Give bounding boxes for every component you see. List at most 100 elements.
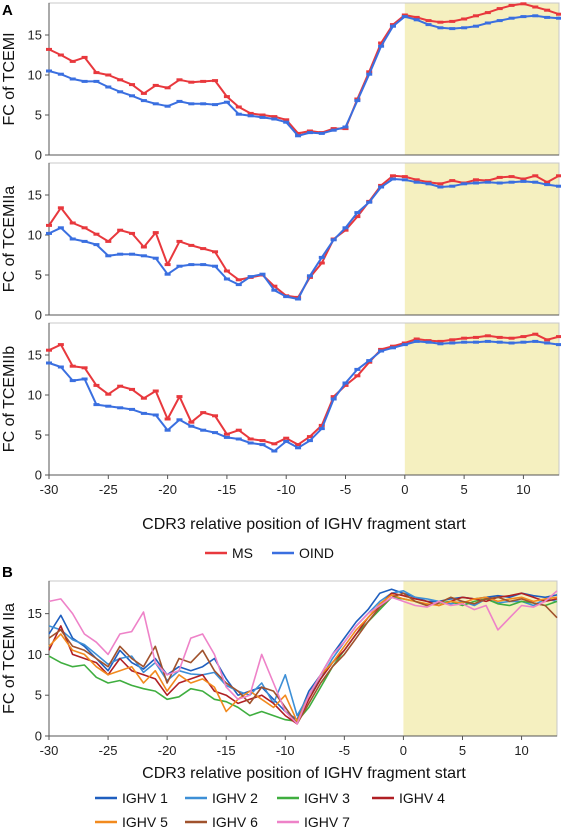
data-point — [318, 423, 325, 427]
data-point — [212, 79, 219, 83]
data-point — [378, 41, 385, 45]
data-point — [247, 111, 254, 115]
data-point — [425, 19, 432, 23]
y-tick-label: 10 — [28, 647, 42, 662]
data-point — [81, 377, 88, 381]
data-point — [484, 179, 491, 183]
data-point — [140, 91, 147, 95]
x-tick-label: -5 — [340, 482, 352, 497]
data-point — [318, 131, 325, 135]
data-point — [449, 338, 456, 342]
legend-label: IGHV 3 — [304, 790, 350, 806]
data-point — [449, 341, 456, 345]
data-point — [366, 72, 373, 76]
y-tick-label: 5 — [35, 428, 42, 443]
data-point — [247, 441, 254, 445]
data-point — [318, 261, 325, 265]
data-point — [520, 335, 527, 339]
data-point — [259, 115, 266, 119]
data-point — [69, 77, 76, 81]
legend-b: IGHV 1 IGHV 2 IGHV 3 IGHV 4 IGHV 5 IGHV 6 IGHV… — [95, 790, 445, 830]
x-tick-label: -15 — [217, 743, 236, 758]
data-point — [425, 340, 432, 344]
y-tick-label: 0 — [35, 308, 42, 323]
data-point — [81, 79, 88, 83]
data-point — [69, 379, 76, 383]
data-point — [129, 387, 136, 391]
data-point — [461, 336, 468, 340]
data-point — [425, 180, 432, 184]
data-point — [306, 274, 313, 278]
data-point — [283, 295, 290, 299]
data-point — [496, 340, 503, 344]
data-point — [176, 78, 183, 82]
data-point — [117, 406, 124, 410]
data-point — [496, 7, 503, 11]
data-point — [413, 337, 420, 341]
data-point — [235, 278, 242, 282]
data-point — [437, 20, 444, 24]
x-tick-label: -25 — [99, 482, 118, 497]
data-point — [330, 238, 337, 242]
data-point — [271, 117, 278, 121]
series-line-ighv-7 — [48, 590, 558, 725]
data-point — [401, 343, 408, 347]
data-point — [57, 53, 64, 57]
data-point — [176, 418, 183, 422]
data-point — [342, 125, 349, 129]
data-point — [330, 128, 337, 132]
legend-label: IGHV 6 — [212, 814, 258, 830]
data-point — [81, 366, 88, 370]
data-point — [117, 78, 124, 82]
data-point — [472, 340, 479, 344]
data-point — [342, 381, 349, 385]
data-point — [556, 12, 561, 16]
data-point — [283, 118, 290, 122]
data-point — [354, 211, 361, 215]
data-point — [235, 105, 242, 109]
data-point — [105, 85, 112, 89]
data-point — [140, 99, 147, 103]
data-point — [378, 183, 385, 187]
data-point — [449, 19, 456, 23]
legend-label: OIND — [299, 545, 334, 561]
y-tick-label: 0 — [35, 729, 42, 744]
data-point — [354, 215, 361, 219]
data-point — [449, 27, 456, 31]
data-point — [389, 177, 396, 181]
data-point — [508, 3, 515, 7]
data-point — [271, 449, 278, 453]
data-point — [342, 383, 349, 387]
data-point — [247, 114, 254, 118]
data-point — [306, 435, 313, 439]
panel-b-label: B — [2, 564, 13, 581]
data-point — [93, 403, 100, 407]
data-point — [425, 182, 432, 186]
data-point — [259, 443, 266, 447]
data-point — [46, 348, 52, 352]
highlight-region — [404, 323, 559, 475]
data-point — [259, 113, 266, 117]
data-point — [57, 343, 64, 347]
data-point — [129, 252, 136, 256]
data-point — [46, 231, 52, 235]
y-axis-title: FC of TCEMIIa — [1, 186, 18, 292]
y-tick-label: 0 — [35, 148, 42, 163]
data-point — [484, 21, 491, 25]
data-point — [437, 26, 444, 30]
data-point — [200, 411, 207, 415]
data-point — [57, 226, 64, 230]
data-point — [484, 11, 491, 15]
data-point — [164, 428, 171, 432]
data-point — [212, 414, 219, 418]
x-tick-label: -10 — [277, 482, 296, 497]
data-point — [520, 179, 527, 183]
data-point — [235, 112, 242, 116]
data-point — [212, 431, 219, 435]
data-point — [544, 183, 551, 187]
x-tick-label: -15 — [218, 482, 237, 497]
data-point — [532, 332, 539, 336]
data-point — [223, 100, 230, 104]
data-point — [366, 359, 373, 363]
